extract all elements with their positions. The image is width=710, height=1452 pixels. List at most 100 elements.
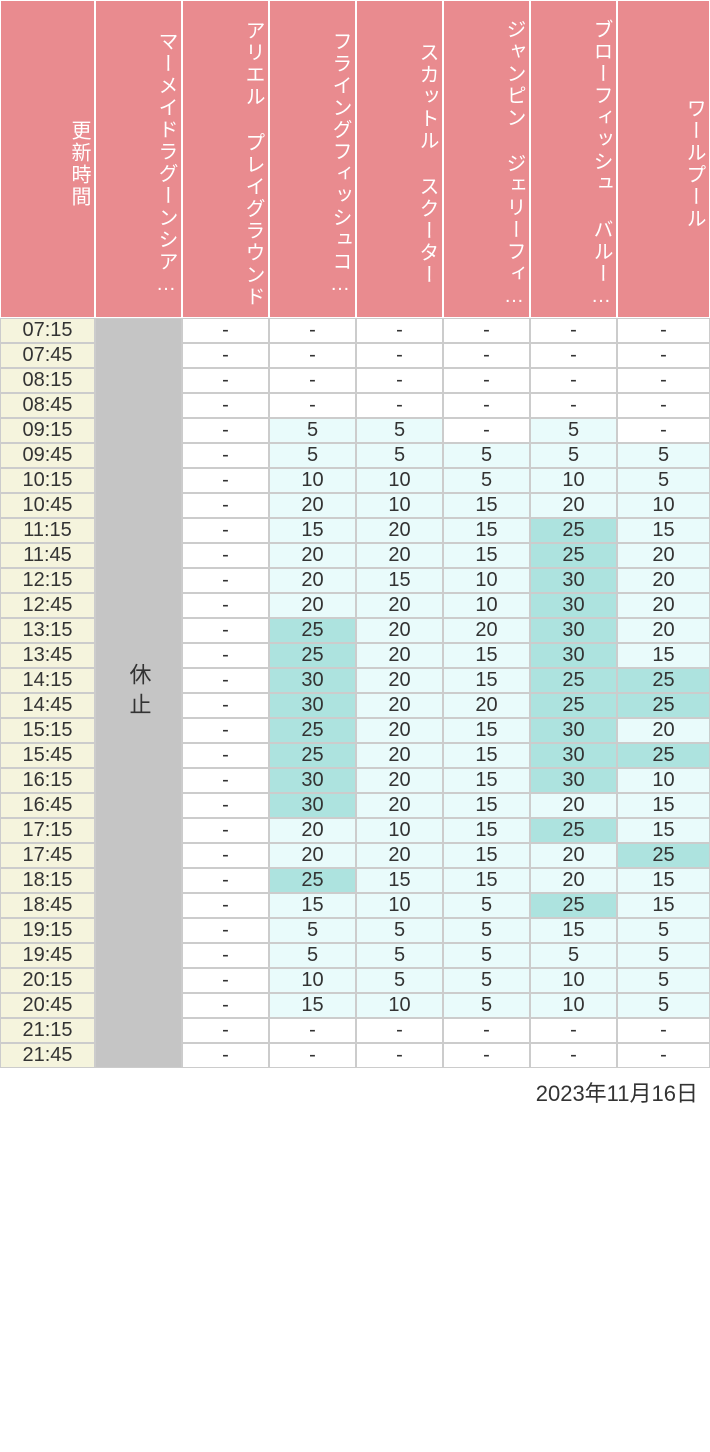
time-header: 更新時間 [0, 0, 95, 318]
value-cell: 5 [530, 443, 617, 468]
table-row: -2020152025 [182, 843, 710, 868]
table-row: -2520153015 [182, 643, 710, 668]
time-column: 07:1507:4508:1508:4509:1509:4510:1510:45… [0, 318, 95, 1068]
time-cell: 12:15 [0, 568, 95, 593]
time-cell: 10:15 [0, 468, 95, 493]
value-cell: 5 [356, 968, 443, 993]
value-cell: 25 [530, 693, 617, 718]
value-cell: 30 [530, 568, 617, 593]
value-cell: - [530, 393, 617, 418]
value-cell: - [182, 493, 269, 518]
value-cell: 5 [443, 443, 530, 468]
value-cell: - [617, 343, 710, 368]
value-cell: 15 [530, 918, 617, 943]
value-cell: - [356, 368, 443, 393]
value-cell: - [182, 718, 269, 743]
value-cell: - [269, 1018, 356, 1043]
value-cell: 10 [269, 968, 356, 993]
value-cell: 20 [617, 593, 710, 618]
value-cell: 5 [530, 943, 617, 968]
time-cell: 21:45 [0, 1043, 95, 1068]
value-cell: - [356, 318, 443, 343]
value-cell: 30 [269, 793, 356, 818]
table-row: -15105105 [182, 993, 710, 1018]
value-cell: 5 [617, 993, 710, 1018]
table-row: -55-5- [182, 418, 710, 443]
time-cell: 20:45 [0, 993, 95, 1018]
value-cell: - [443, 1018, 530, 1043]
value-cell: 20 [269, 568, 356, 593]
table-row: -151052515 [182, 893, 710, 918]
time-cell: 20:15 [0, 968, 95, 993]
value-cell: - [182, 1018, 269, 1043]
value-cell: - [182, 818, 269, 843]
value-cell: - [530, 1018, 617, 1043]
value-cell: 15 [617, 893, 710, 918]
time-cell: 19:15 [0, 918, 95, 943]
value-cell: 25 [530, 668, 617, 693]
table-row: ------ [182, 318, 710, 343]
value-cell: 5 [617, 918, 710, 943]
value-cell: - [269, 1043, 356, 1068]
value-cell: 15 [443, 493, 530, 518]
value-cell: - [617, 1043, 710, 1068]
value-cell: 10 [356, 468, 443, 493]
value-cell: 5 [269, 418, 356, 443]
value-cell: 25 [617, 843, 710, 868]
value-cell: - [182, 843, 269, 868]
value-cell: 30 [530, 768, 617, 793]
time-cell: 21:15 [0, 1018, 95, 1043]
value-cell: 25 [530, 518, 617, 543]
time-cell: 11:15 [0, 518, 95, 543]
value-cell: - [356, 343, 443, 368]
time-cell: 15:45 [0, 743, 95, 768]
value-cell: - [182, 693, 269, 718]
value-cell: - [182, 893, 269, 918]
value-cell: - [356, 393, 443, 418]
value-cell: - [182, 968, 269, 993]
value-cell: - [269, 343, 356, 368]
time-cell: 09:15 [0, 418, 95, 443]
value-cell: 20 [356, 518, 443, 543]
time-cell: 13:45 [0, 643, 95, 668]
time-cell: 11:45 [0, 543, 95, 568]
table-row: -2010152515 [182, 818, 710, 843]
value-cell: - [443, 368, 530, 393]
value-cell: 5 [617, 468, 710, 493]
ride-header-4: ジャンピン ジェリーフィ… [443, 0, 530, 318]
value-cell: 20 [356, 668, 443, 693]
table-row: -2020103020 [182, 593, 710, 618]
value-cell: - [182, 543, 269, 568]
value-cell: - [356, 1018, 443, 1043]
value-cell: 15 [356, 868, 443, 893]
time-cell: 14:15 [0, 668, 95, 693]
value-cell: 20 [356, 593, 443, 618]
table-row: -1520152515 [182, 518, 710, 543]
table-row: -2020152520 [182, 543, 710, 568]
value-cell: 10 [530, 468, 617, 493]
value-cell: 5 [443, 968, 530, 993]
value-cell: 15 [356, 568, 443, 593]
time-cell: 12:45 [0, 593, 95, 618]
value-cell: - [530, 343, 617, 368]
value-cell: 5 [443, 468, 530, 493]
value-cell: 25 [617, 668, 710, 693]
table-row: ------ [182, 1043, 710, 1068]
value-cell: 5 [443, 918, 530, 943]
value-cell: 30 [530, 743, 617, 768]
time-cell: 16:15 [0, 768, 95, 793]
ride-header-3: スカットル スクーター [356, 0, 443, 318]
value-cell: - [443, 318, 530, 343]
value-cell: - [443, 1043, 530, 1068]
table-row: -3020202525 [182, 693, 710, 718]
date-footer: 2023年11月16日 [0, 1068, 710, 1116]
value-cell: 30 [530, 618, 617, 643]
value-cell: - [182, 418, 269, 443]
value-cell: 5 [443, 943, 530, 968]
value-cell: - [617, 368, 710, 393]
value-cell: 5 [356, 943, 443, 968]
value-cell: 5 [269, 918, 356, 943]
value-cell: 10 [356, 818, 443, 843]
value-cell: 20 [530, 843, 617, 868]
value-cell: 10 [269, 468, 356, 493]
